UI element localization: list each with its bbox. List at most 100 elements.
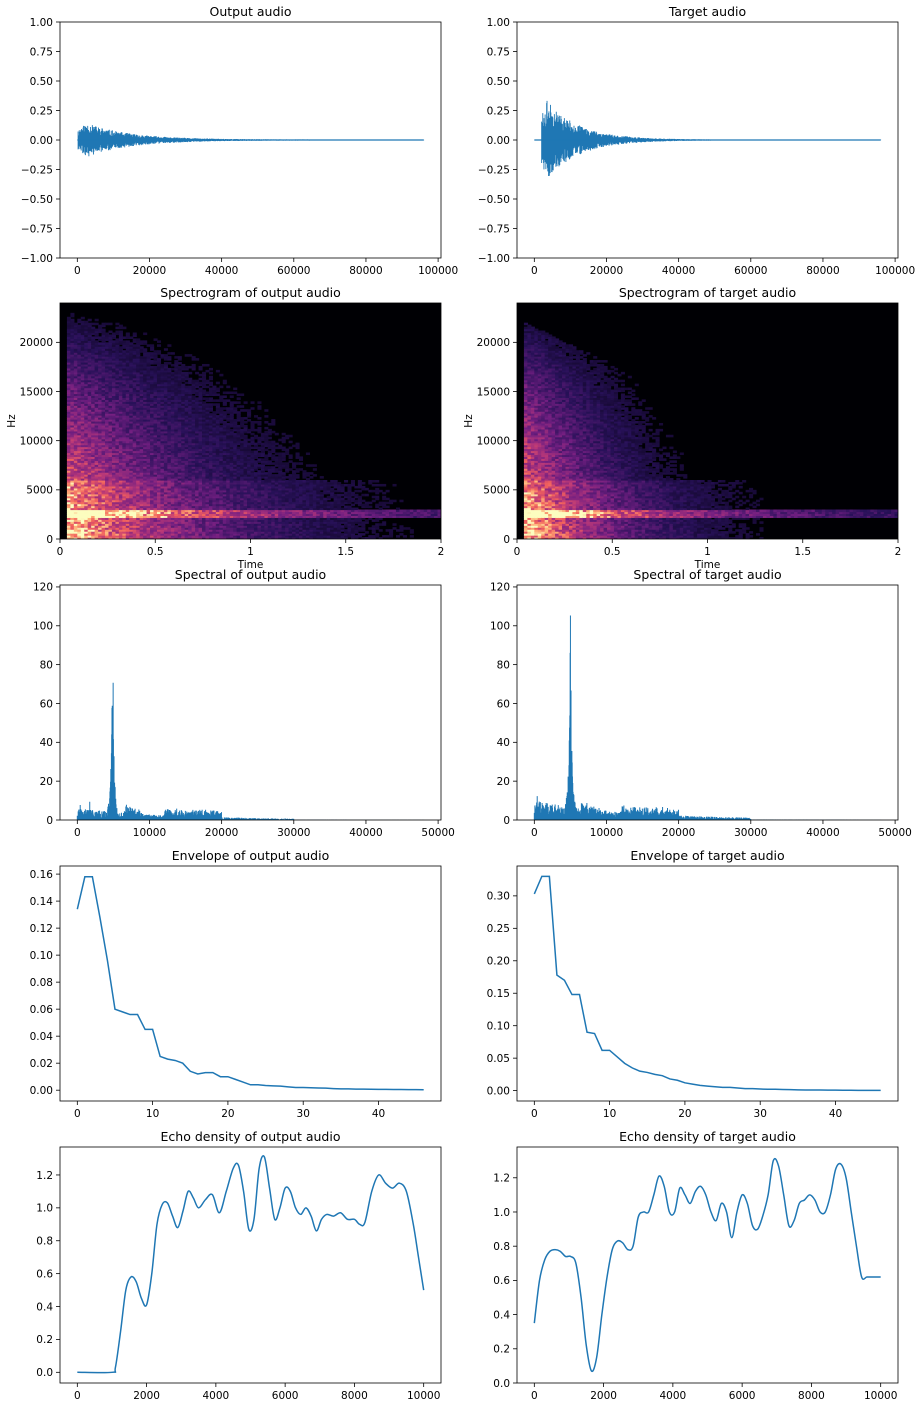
- spectrogram-cell: [129, 385, 134, 389]
- spectrogram-cell: [215, 531, 220, 534]
- spectrogram-cell: [108, 436, 113, 440]
- spectrogram-cell: [98, 436, 103, 440]
- spectrogram-cell: [247, 499, 252, 503]
- spectrogram-cell: [84, 481, 89, 485]
- spectrogram-cell: [215, 487, 220, 491]
- spectrogram-cell: [156, 409, 162, 412]
- spectrogram-cell: [177, 356, 182, 359]
- spectrogram-cell: [91, 411, 96, 414]
- spectrogram-cell: [91, 428, 96, 432]
- spectrogram-cell: [98, 438, 103, 442]
- spectrogram-cell: [233, 391, 238, 395]
- spectrogram-cell: [84, 334, 89, 338]
- spectrogram-cell: [136, 360, 141, 363]
- spectrogram-cell: [122, 505, 127, 509]
- spectrogram-cell: [118, 403, 123, 406]
- spectrogram-cell: [132, 515, 137, 518]
- spectrogram-cell: [243, 438, 248, 442]
- spectrogram-cell: [98, 458, 103, 461]
- spectrogram-cell: [233, 495, 238, 499]
- spectrogram-cell: [150, 442, 155, 446]
- spectrogram-cell: [136, 487, 141, 491]
- spectrogram-cell: [143, 535, 148, 538]
- spectrogram-cell: [240, 470, 245, 473]
- spectrogram-cell: [250, 495, 255, 499]
- spectrogram-cell: [212, 430, 217, 434]
- spectrogram-cell: [198, 519, 203, 522]
- spectrogram-cell: [191, 468, 196, 471]
- spectrogram-cell: [94, 519, 99, 522]
- spectrogram-cell: [87, 535, 92, 538]
- spectrogram-cell: [212, 472, 217, 475]
- spectrogram-cell: [77, 399, 82, 402]
- spectrogram-cell: [125, 505, 130, 509]
- spectrogram-cell: [143, 434, 148, 438]
- spectrogram-cell: [205, 527, 210, 530]
- spectrogram-cell: [115, 472, 120, 475]
- spectrogram-cell: [167, 379, 172, 383]
- spectrogram-cell: [101, 434, 106, 438]
- spectrogram-cell: [70, 464, 75, 467]
- spectrogram-cell: [87, 373, 92, 377]
- spectrogram-cell: [77, 472, 82, 475]
- spectrogram-cell: [132, 332, 137, 336]
- spectrogram-cell: [70, 422, 75, 426]
- spectrogram-cell: [212, 399, 217, 402]
- spectrogram-cell: [191, 434, 196, 438]
- spectrogram-cell: [73, 358, 78, 361]
- spectrogram-cell: [125, 422, 130, 426]
- spectrogram-cell: [87, 458, 92, 461]
- spectrogram-cell: [73, 515, 78, 518]
- spectrogram-cell: [184, 503, 189, 507]
- spectrogram-cell: [243, 476, 248, 479]
- spectrogram-cell: [177, 519, 182, 522]
- spectrogram-cell: [70, 531, 75, 534]
- spectrogram-cell: [84, 533, 89, 536]
- spectrogram-cell: [132, 363, 137, 367]
- spectrogram-cell: [94, 419, 99, 422]
- spectrogram-cell: [94, 487, 99, 491]
- spectrogram-cell: [115, 527, 120, 530]
- spectrogram-cell: [188, 472, 193, 475]
- spectrogram-cell: [191, 497, 196, 501]
- spectrogram-cell: [188, 499, 193, 503]
- spectrogram-cell: [108, 499, 113, 503]
- spectrogram-cell: [118, 466, 123, 469]
- spectrogram-cell: [170, 466, 175, 469]
- spectrogram-cell: [219, 432, 224, 436]
- spectrogram-cell: [115, 483, 120, 487]
- spectrogram-cell: [77, 358, 82, 361]
- spectrogram-cell: [177, 434, 182, 438]
- spectrogram-cell: [129, 415, 134, 418]
- spectrogram-cell: [208, 495, 213, 499]
- spectrogram-cell: [73, 537, 78, 539]
- spectrogram-cell: [219, 476, 224, 479]
- spectrogram-cell: [84, 529, 89, 532]
- spectrogram-cell: [91, 336, 96, 339]
- spectrogram-cell: [247, 478, 252, 481]
- spectrogram-cell: [73, 440, 78, 444]
- spectrogram-cell: [250, 480, 255, 483]
- spectrogram-cell: [215, 460, 220, 463]
- spectrogram-cell: [236, 474, 241, 477]
- spectrogram-cell: [174, 511, 179, 515]
- spectrogram-cell: [160, 421, 165, 424]
- spectrogram-cell: [229, 464, 234, 467]
- spectrogram-cell: [73, 391, 78, 395]
- spectrogram-cell: [115, 501, 120, 505]
- spectrogram-cell: [156, 413, 162, 416]
- spectrogram-cell: [153, 424, 158, 428]
- spectrogram-cell: [163, 521, 168, 524]
- spectrogram-cell: [150, 468, 155, 471]
- spectrogram-cell: [198, 537, 203, 539]
- spectrogram-cell: [108, 369, 113, 373]
- spectrogram-cell: [80, 515, 85, 518]
- spectrogram-cell: [153, 421, 158, 424]
- spectrogram-cell: [212, 460, 217, 463]
- spectrogram-cell: [212, 474, 217, 477]
- spectrogram-cell: [139, 460, 144, 463]
- spectrogram-cell: [222, 523, 227, 526]
- spectrogram-cell: [98, 476, 103, 479]
- spectrogram-cell: [115, 525, 120, 528]
- spectrogram-cell: [205, 422, 210, 426]
